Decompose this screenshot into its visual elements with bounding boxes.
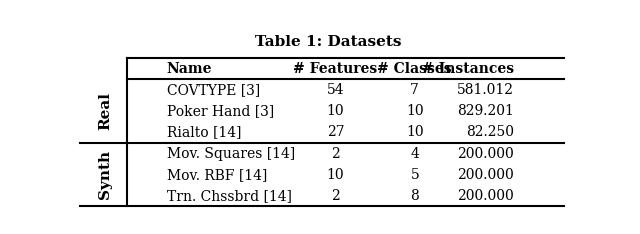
- Text: 82.250: 82.250: [466, 125, 514, 139]
- Text: 829.201: 829.201: [457, 104, 514, 118]
- Text: 2: 2: [331, 147, 340, 161]
- Text: Poker Hand [3]: Poker Hand [3]: [167, 104, 274, 118]
- Text: Mov. RBF [14]: Mov. RBF [14]: [167, 168, 267, 182]
- Text: 200.000: 200.000: [457, 189, 514, 203]
- Text: 10: 10: [406, 125, 424, 139]
- Text: Trn. Chssbrd [14]: Trn. Chssbrd [14]: [167, 189, 292, 203]
- Text: # Classes: # Classes: [378, 62, 452, 76]
- Text: Rialto [14]: Rialto [14]: [167, 125, 241, 139]
- Text: 10: 10: [326, 168, 344, 182]
- Text: 10: 10: [406, 104, 424, 118]
- Text: Table 1: Datasets: Table 1: Datasets: [255, 35, 401, 49]
- Text: COVTYPE [3]: COVTYPE [3]: [167, 83, 260, 97]
- Text: 10: 10: [326, 104, 344, 118]
- Text: 5: 5: [410, 168, 419, 182]
- Text: Mov. Squares [14]: Mov. Squares [14]: [167, 147, 295, 161]
- Text: 8: 8: [410, 189, 419, 203]
- Text: 200.000: 200.000: [457, 168, 514, 182]
- Text: # Instances: # Instances: [422, 62, 514, 76]
- Text: 2: 2: [331, 189, 340, 203]
- Text: Name: Name: [167, 62, 212, 76]
- Text: 27: 27: [326, 125, 344, 139]
- Text: 4: 4: [410, 147, 419, 161]
- Text: 54: 54: [326, 83, 344, 97]
- Text: Synth: Synth: [98, 150, 112, 200]
- Text: 581.012: 581.012: [457, 83, 514, 97]
- Text: Real: Real: [98, 92, 112, 130]
- Text: 7: 7: [410, 83, 419, 97]
- Text: # Features: # Features: [293, 62, 378, 76]
- Text: 200.000: 200.000: [457, 147, 514, 161]
